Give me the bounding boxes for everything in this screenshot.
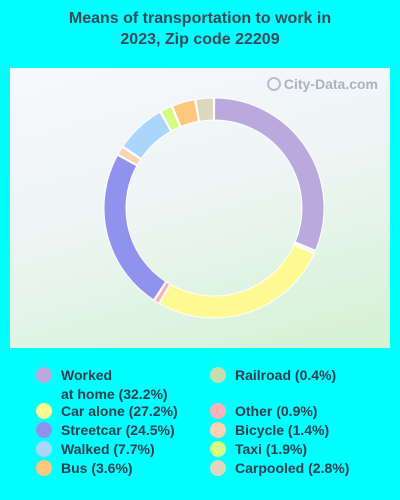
donut-slice (160, 105, 181, 132)
donut-slice (293, 242, 316, 254)
legend-label: Car alone (27.2%) (61, 403, 178, 419)
donut-slice (171, 99, 200, 128)
legend-label: Streetcar (24.5%) (61, 422, 175, 438)
legend-label: Walked (7.7%) (61, 441, 155, 457)
donut-slice (103, 154, 167, 301)
donut-slice (195, 97, 214, 122)
legend-swatch (36, 367, 52, 383)
legend-item: Carpooled (2.8%) (210, 459, 349, 478)
legend-item: Bicycle (1.4%) (210, 421, 329, 440)
chart-title-line-1: Means of transportation to work in (68, 10, 332, 27)
legend-label: Railroad (0.4%) (235, 367, 337, 383)
legend-item: Bus (3.6%) (36, 459, 133, 478)
watermark-text: City-Data.com (283, 76, 378, 92)
legend-item: Taxi (1.9%) (210, 440, 307, 459)
donut-chart (103, 97, 325, 319)
legend-item: Railroad (0.4%) (210, 366, 336, 385)
magnifier-icon (266, 77, 281, 91)
legend-label: Taxi (1.9%) (235, 441, 308, 457)
legend-label: Bus (3.6%) (61, 460, 133, 476)
legend-label: Worked at home (32.2%) (61, 367, 168, 402)
chart-panel: City-Data.com (10, 68, 390, 348)
donut-slice (153, 281, 171, 304)
legend-swatch (210, 422, 226, 438)
donut-slice (159, 244, 315, 319)
watermark: City-Data.com (266, 76, 378, 92)
legend-swatch (36, 422, 52, 438)
donut-slice (122, 111, 172, 160)
chart-title-line-2: 2023, Zip code 22209 (120, 31, 280, 48)
legend-swatch (210, 403, 226, 419)
legend-item: Walked (7.7%) (36, 440, 155, 459)
chart-legend: Worked at home (32.2%) Car alone (27.2%) S… (0, 366, 400, 496)
legend-swatch (210, 460, 226, 476)
legend-swatch (36, 403, 52, 419)
chart-title: Means of transportation to work in 2023,… (0, 8, 400, 50)
legend-label: Carpooled (2.8%) (235, 460, 350, 476)
legend-label: Other (0.9%) (235, 403, 318, 419)
legend-label: Bicycle (1.4%) (235, 422, 330, 438)
donut-slice (214, 97, 325, 251)
legend-swatch (210, 441, 226, 457)
legend-item: Worked at home (32.2%) (36, 366, 168, 404)
legend-item: Other (0.9%) (210, 402, 317, 421)
legend-swatch (210, 367, 226, 383)
donut-slice (117, 146, 142, 166)
legend-item: Car alone (27.2%) (36, 402, 178, 421)
legend-item: Streetcar (24.5%) (36, 421, 175, 440)
legend-swatch (36, 441, 52, 457)
legend-swatch (36, 460, 52, 476)
